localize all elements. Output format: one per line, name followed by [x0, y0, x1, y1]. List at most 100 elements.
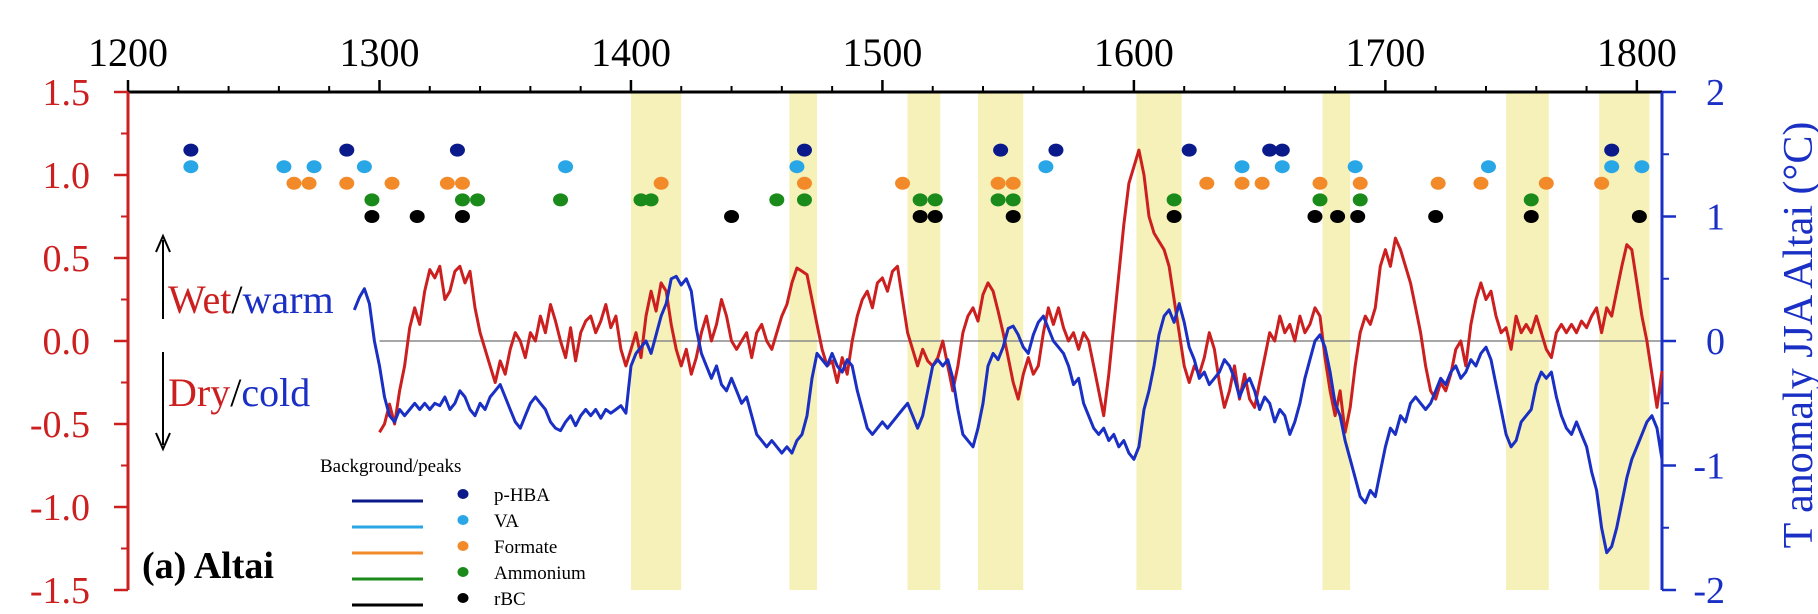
peak-marker-formate — [1199, 176, 1215, 190]
peak-marker-rbc — [1307, 210, 1323, 223]
right-axis-tick-label: -2 — [1693, 570, 1725, 609]
peak-marker-rbc — [1166, 210, 1182, 223]
top-axis-tick-label: 1700 — [1345, 30, 1425, 75]
peak-marker-ammonium — [912, 193, 928, 207]
left-axis-tick-label: -0.5 — [30, 404, 90, 446]
legend-label-phba: p-HBA — [494, 485, 550, 506]
peak-marker-phba — [1604, 143, 1620, 157]
right-axis-tick-label: 0 — [1706, 321, 1725, 363]
annotation-warm: warm — [243, 277, 334, 322]
legend-dot-formate — [457, 541, 469, 551]
peak-marker-phba — [1181, 143, 1197, 157]
peak-marker-formate — [1312, 176, 1328, 190]
peak-marker-phba — [796, 143, 812, 157]
peak-marker-rbc — [454, 210, 470, 223]
peak-marker-rbc — [1005, 210, 1021, 223]
peak-marker-formate — [384, 176, 400, 190]
left-axis-tick-label: -1.5 — [30, 570, 90, 609]
peak-marker-phba — [993, 143, 1009, 157]
peak-marker-va — [789, 160, 805, 174]
top-axis-tick-label: 1400 — [591, 30, 671, 75]
annotation-arrows — [155, 233, 171, 452]
annotation-upper: Wet/warm — [168, 277, 334, 322]
peak-marker-va — [1038, 160, 1054, 174]
peak-marker-va — [183, 160, 199, 174]
peak-marker-formate — [1352, 176, 1368, 190]
wet-warm-red-line — [378, 148, 1664, 434]
peak-marker-formate — [1430, 176, 1446, 190]
peak-marker-ammonium — [1166, 193, 1182, 207]
legend-label-ammonium: Ammonium — [494, 563, 586, 584]
peak-marker-formate — [1594, 176, 1610, 190]
peak-markers — [183, 143, 1650, 223]
annotation-lower: Dry/cold — [168, 370, 310, 415]
peak-marker-phba — [1048, 143, 1064, 157]
peak-marker-phba — [339, 143, 355, 157]
peak-marker-va — [1234, 160, 1250, 174]
right-axis-label: T anomaly JJA Altai (°C) — [1776, 122, 1818, 549]
peak-marker-formate — [1538, 176, 1554, 190]
right-axis-tick-label: 2 — [1706, 72, 1725, 114]
legend-label-va: VA — [494, 511, 519, 532]
peak-marker-ammonium — [364, 193, 380, 207]
peak-marker-va — [1604, 160, 1620, 174]
peak-marker-ammonium — [643, 193, 659, 207]
peak-marker-rbc — [1428, 210, 1444, 223]
peak-marker-formate — [1254, 176, 1270, 190]
peak-marker-formate — [895, 176, 911, 190]
left-axis-tick-label: 1.5 — [43, 72, 91, 114]
peak-marker-va — [558, 160, 574, 174]
peak-marker-formate — [796, 176, 812, 190]
peak-marker-formate — [1473, 176, 1489, 190]
peak-marker-va — [1274, 160, 1290, 174]
peak-marker-rbc — [409, 210, 425, 223]
peak-marker-formate — [339, 176, 355, 190]
left-axis-tick-label: -1.0 — [30, 487, 90, 529]
peak-marker-ammonium — [1312, 193, 1328, 207]
left-axis-tick-label: 1.0 — [43, 155, 91, 197]
legend-dot-ammonium — [457, 567, 469, 577]
peak-marker-va — [356, 160, 372, 174]
top-axis-tick-label: 1300 — [339, 30, 419, 75]
right-axis-tick-label: -1 — [1693, 446, 1725, 488]
peak-marker-formate — [286, 176, 302, 190]
peak-marker-va — [1347, 160, 1363, 174]
peak-marker-ammonium — [769, 193, 785, 207]
legend-title: Background/peaks — [320, 456, 461, 477]
peak-marker-formate — [454, 176, 470, 190]
peak-marker-formate — [1234, 176, 1250, 190]
legend-label-rbc: rBC — [494, 589, 526, 609]
peak-marker-va — [276, 160, 292, 174]
top-axis-tick-label: 1800 — [1597, 30, 1677, 75]
top-axis-tick-label: 1500 — [842, 30, 922, 75]
annotation-slash: / — [230, 370, 242, 415]
peak-marker-ammonium — [927, 193, 943, 207]
peak-marker-phba — [183, 143, 199, 157]
peak-marker-ammonium — [553, 193, 569, 207]
peak-marker-ammonium — [454, 193, 470, 207]
peak-marker-ammonium — [990, 193, 1006, 207]
peak-marker-formate — [301, 176, 317, 190]
peak-marker-ammonium — [470, 193, 486, 207]
peak-marker-rbc — [912, 210, 928, 223]
peak-marker-rbc — [1350, 210, 1366, 223]
annotation-slash: / — [231, 277, 243, 322]
up-arrowhead — [155, 233, 171, 253]
top-axis-tick-label: 1600 — [1094, 30, 1174, 75]
right-axis-tick-label: 1 — [1706, 197, 1725, 239]
peak-marker-phba — [449, 143, 465, 157]
peak-marker-ammonium — [1523, 193, 1539, 207]
legend: Background/peaks p-HBA VA Formate Ammonium r… — [320, 456, 586, 610]
left-axis-tick-label: 0.5 — [43, 238, 91, 280]
peak-marker-rbc — [927, 210, 943, 223]
top-axis-tick-label: 1200 — [88, 30, 168, 75]
peak-marker-formate — [653, 176, 669, 190]
peak-marker-ammonium — [1352, 193, 1368, 207]
peak-marker-rbc — [1330, 210, 1346, 223]
peak-marker-rbc — [1523, 210, 1539, 223]
series-lines — [352, 148, 1664, 555]
legend-label-formate: Formate — [494, 537, 557, 558]
peak-marker-formate — [439, 176, 455, 190]
legend-dot-phba — [457, 489, 469, 499]
